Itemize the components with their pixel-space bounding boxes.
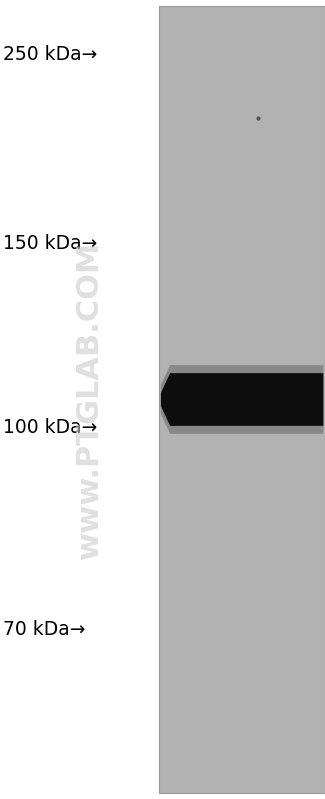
- Text: 100 kDa→: 100 kDa→: [3, 418, 98, 437]
- Polygon shape: [161, 365, 323, 434]
- Text: www.PTGLAB.COM: www.PTGLAB.COM: [75, 240, 104, 559]
- Text: 70 kDa→: 70 kDa→: [3, 620, 86, 639]
- Bar: [159, 6, 325, 793]
- Text: 250 kDa→: 250 kDa→: [3, 45, 98, 64]
- Text: 150 kDa→: 150 kDa→: [3, 234, 98, 253]
- Polygon shape: [161, 373, 323, 426]
